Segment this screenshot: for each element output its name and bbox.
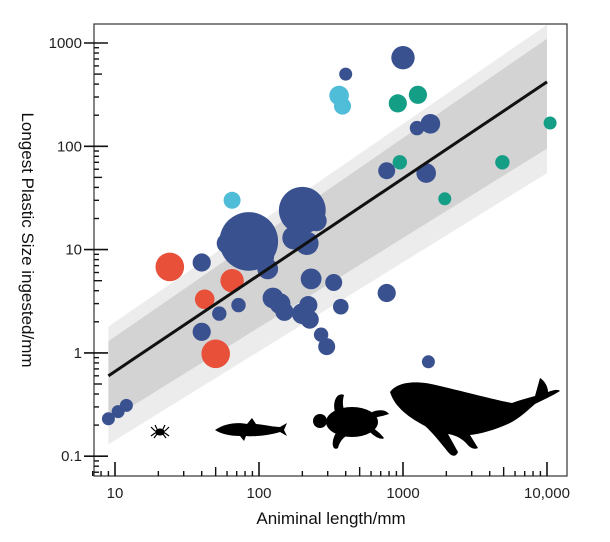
data-point-teal xyxy=(438,192,452,206)
y-tick-label: 0.1 xyxy=(61,448,82,465)
data-point-navy xyxy=(416,163,437,183)
x-tick-label: 100 xyxy=(246,485,271,502)
regression-line xyxy=(107,80,548,378)
data-point-navy xyxy=(299,296,318,315)
data-point-navy xyxy=(333,298,349,315)
data-point-navy xyxy=(421,355,435,369)
data-point-navy xyxy=(231,297,246,313)
y-axis-label: Longest Plastic Size ingested/mm xyxy=(18,112,37,367)
y-tick-label: 100 xyxy=(57,138,82,155)
data-point-navy xyxy=(192,253,211,272)
data-point-navy xyxy=(212,306,227,321)
data-point-navy xyxy=(378,162,396,180)
turtle-icon xyxy=(313,394,389,449)
x-tick-label: 1000 xyxy=(386,485,419,502)
y-tick-label: 10 xyxy=(65,242,82,259)
data-point-red xyxy=(194,289,215,310)
data-point-teal xyxy=(408,85,427,104)
data-point-navy xyxy=(216,232,238,254)
data-point-navy xyxy=(255,247,275,266)
confidence-bands xyxy=(108,24,547,445)
x-axis: 10 100 1000 10,000 xyxy=(91,462,570,502)
data-point-teal xyxy=(392,155,407,170)
data-point-teal xyxy=(543,116,557,130)
data-point-navy xyxy=(305,210,327,232)
data-point-lightblue xyxy=(223,191,241,209)
data-point-navy xyxy=(325,274,343,291)
data-point-lightblue xyxy=(334,97,351,115)
data-point-navy xyxy=(420,114,441,134)
data-point-navy xyxy=(318,338,336,356)
data-point-red xyxy=(155,252,185,282)
data-point-navy xyxy=(300,310,319,329)
x-tick-label: 10 xyxy=(107,485,124,502)
x-tick-label: 10,000 xyxy=(524,485,570,502)
data-point-navy xyxy=(391,46,415,70)
data-point-navy xyxy=(119,398,133,412)
data-point-navy xyxy=(313,327,329,342)
data-point-navy xyxy=(275,302,294,321)
data-point-teal xyxy=(495,155,510,170)
fish-icon xyxy=(215,418,287,441)
data-point-navy xyxy=(409,120,425,136)
data-point-red xyxy=(220,269,244,293)
data-point-navy xyxy=(192,322,211,341)
crab-icon xyxy=(150,424,170,439)
data-points xyxy=(101,46,557,426)
data-point-navy xyxy=(101,412,115,426)
y-tick-label: 1 xyxy=(74,345,82,362)
data-point-red xyxy=(201,339,230,369)
x-axis-label: Animinal length/mm xyxy=(256,509,405,528)
data-point-navy xyxy=(339,67,353,81)
data-point-teal xyxy=(388,94,407,113)
data-point-navy xyxy=(300,268,322,290)
data-point-navy xyxy=(377,283,396,303)
y-axis: 0.1 1 10 100 1000 xyxy=(49,35,108,473)
whale-icon xyxy=(390,378,560,456)
animal-silhouettes xyxy=(150,378,560,456)
y-tick-label: 1000 xyxy=(49,35,82,52)
